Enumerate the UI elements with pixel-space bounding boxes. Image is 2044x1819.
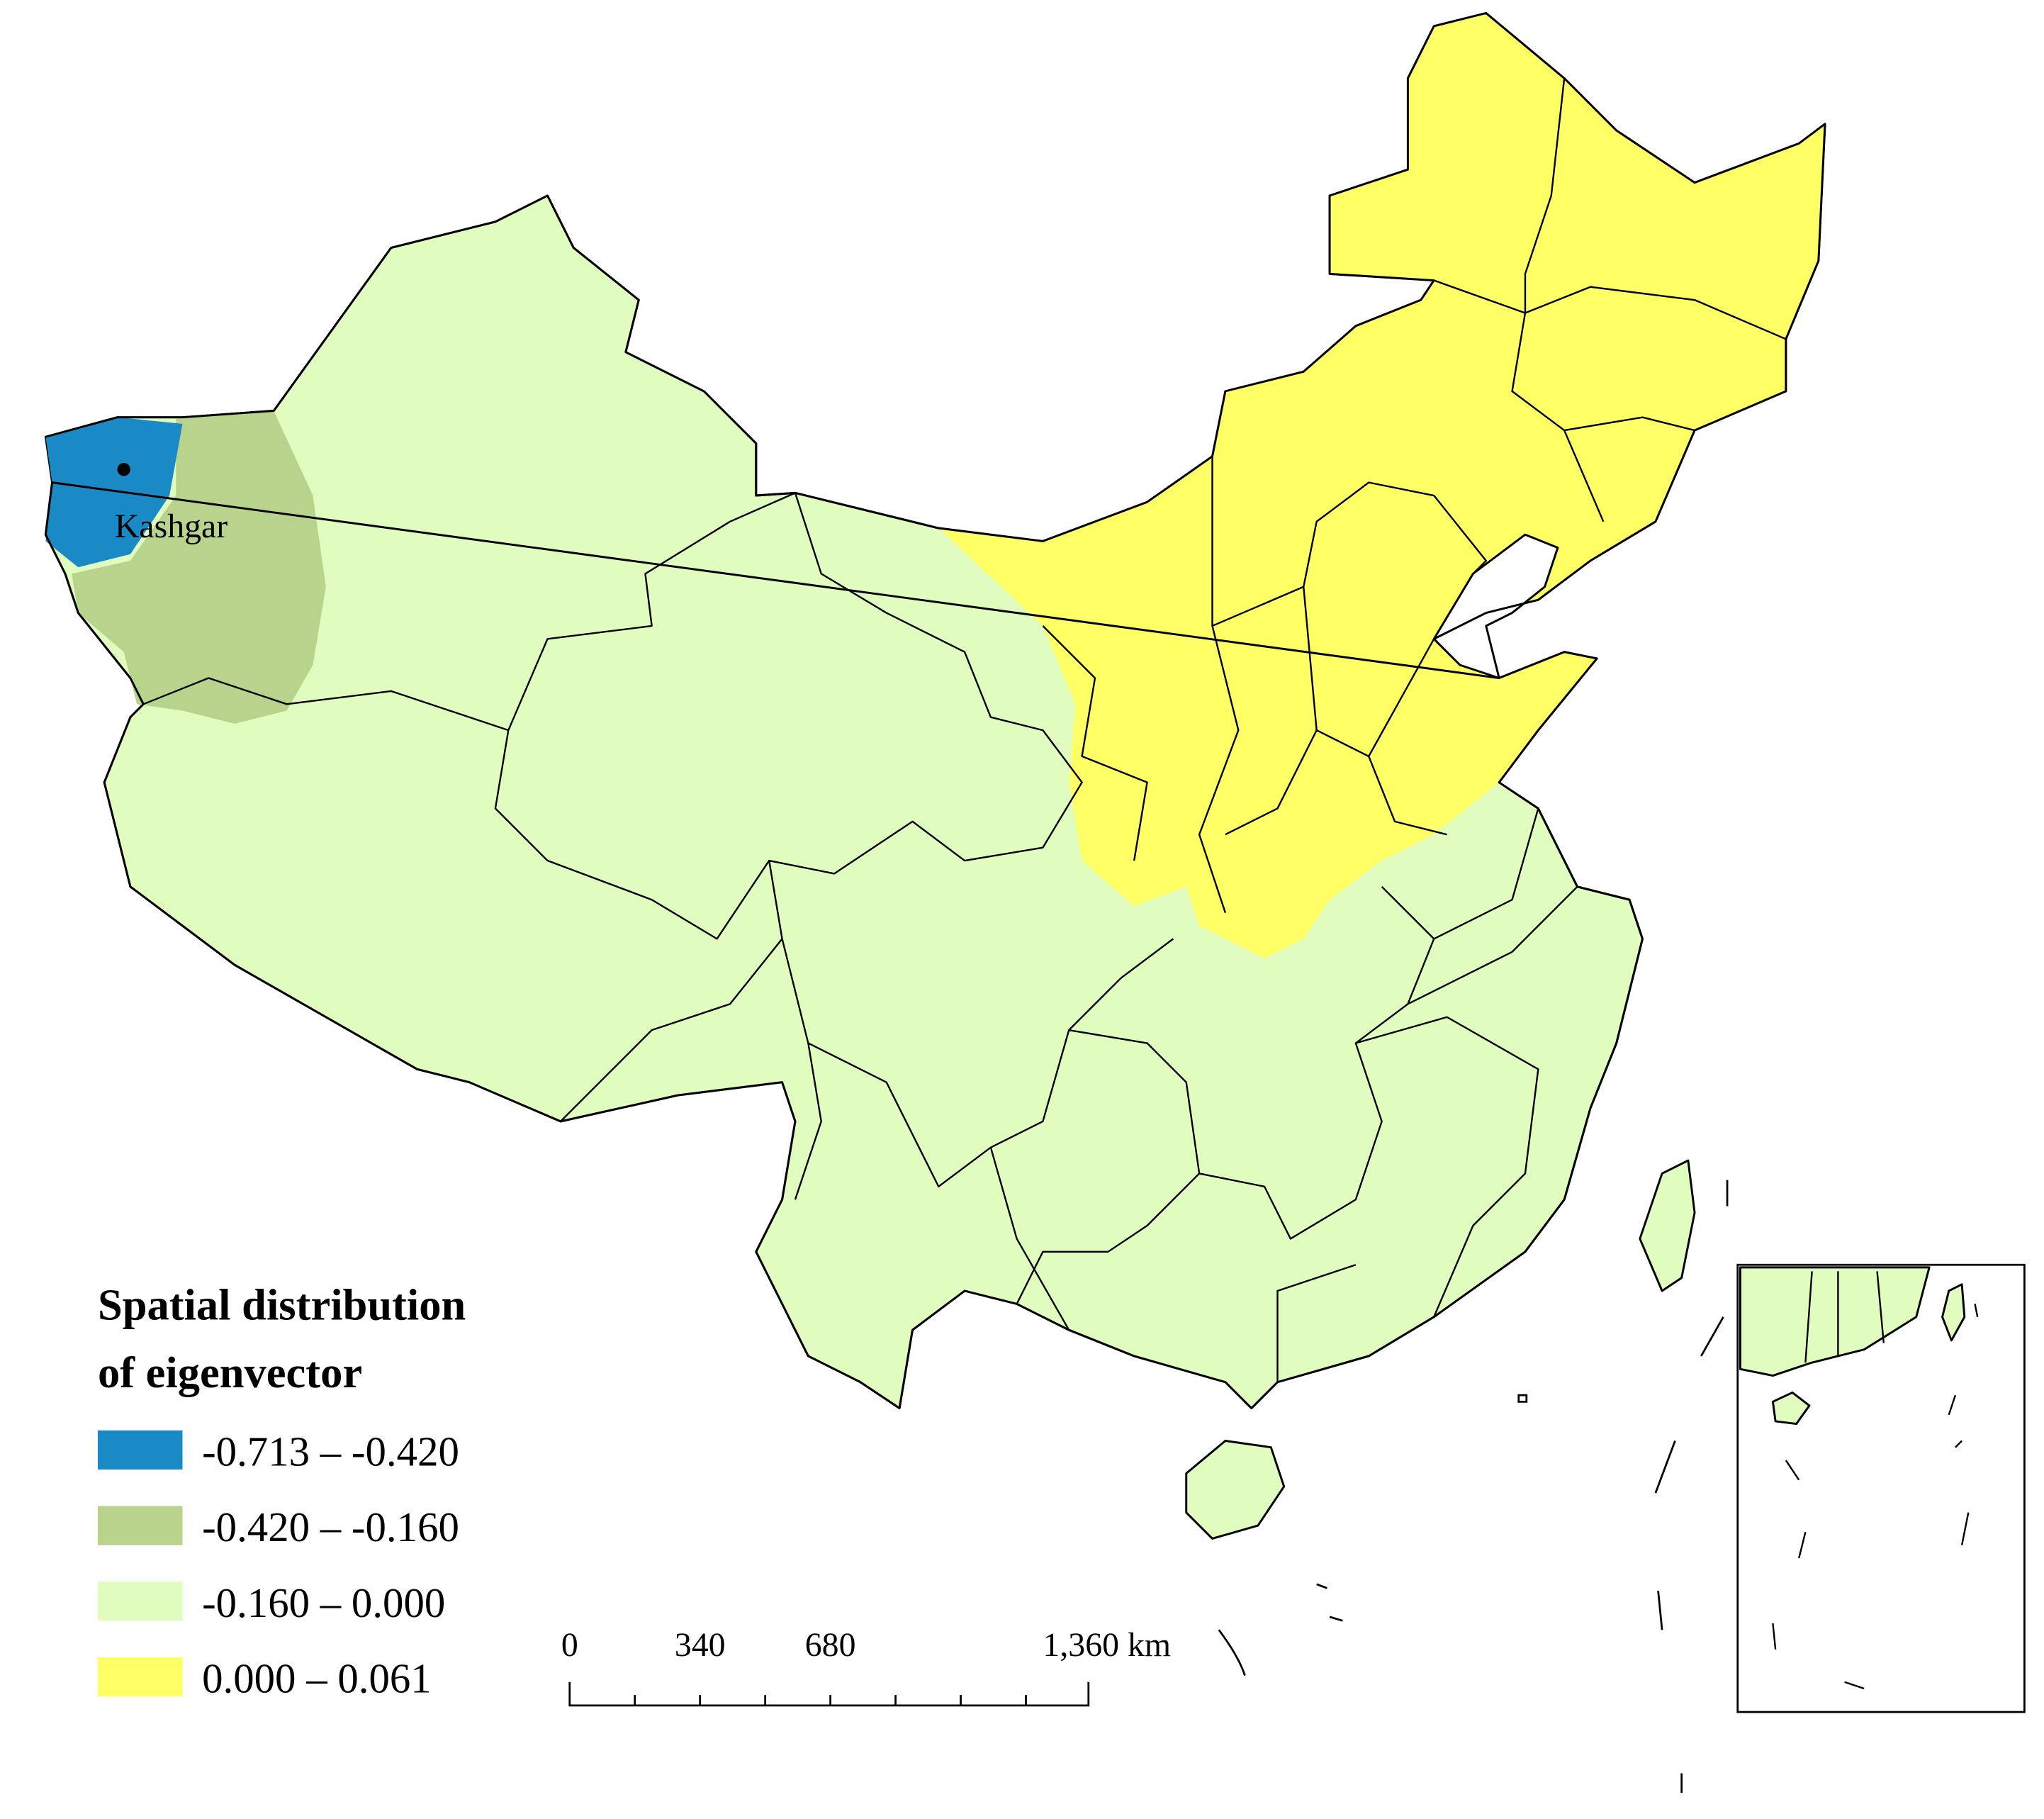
legend-label: -0.420 – -0.160 [202,1504,459,1550]
scale-label: 680 [805,1626,856,1664]
islands [1218,1180,1729,1793]
mainland: Kashgar [44,12,1826,1540]
bohai-sea [1432,533,1559,679]
legend-title: of eigenvector [98,1348,362,1397]
legend-label: 0.000 – 0.061 [202,1655,432,1701]
city-marker [117,463,130,476]
legend-swatch [97,1582,183,1621]
hainan [1185,1440,1286,1540]
scale-bar: 0 340 680 1,360 km [561,1626,1171,1707]
inset [1736,1263,2026,1713]
legend-swatch [97,1430,183,1470]
legend-label: -0.160 – 0.000 [202,1580,445,1626]
scale-label: 0 [561,1626,578,1664]
legend-swatch [97,1657,183,1697]
place-label: Kashgar [115,508,228,545]
scale-label: 1,360 km [1043,1626,1171,1664]
legend: Spatial distribution of eigenvector -0.713… [97,1280,466,1701]
legend-title: Spatial distribution [98,1280,466,1329]
legend-label: -0.713 – -0.420 [202,1428,459,1474]
province-borders [142,78,1787,1382]
scale-label: 340 [675,1626,726,1664]
region-mid [72,410,326,724]
legend-swatch [97,1506,183,1545]
region-min [45,417,183,568]
taiwan [1639,1159,1696,1292]
